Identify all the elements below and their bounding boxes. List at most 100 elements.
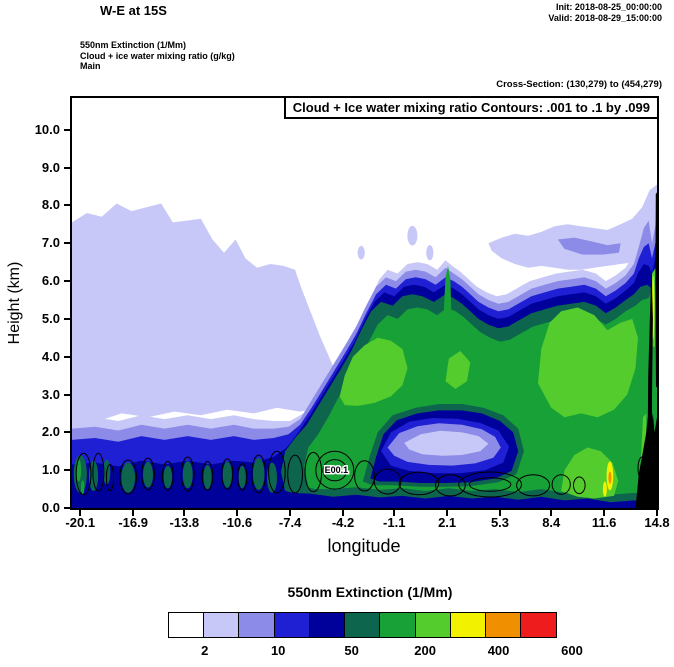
- colorbar-cell: [203, 612, 240, 638]
- y-tick-label: 3.0: [41, 386, 60, 402]
- init-time: Init: 2018-08-25_00:00:00: [555, 2, 662, 12]
- colorbar-cell: [238, 612, 276, 638]
- region-ext-50-100-ring: [163, 465, 173, 489]
- y-tick-mark: [64, 431, 70, 434]
- colorbar-boundary-label: 50: [344, 643, 359, 658]
- mixing-ratio-contour: [237, 463, 248, 491]
- mixing-ratio-contour: [315, 450, 355, 490]
- colorbar-boundary-label: 400: [487, 643, 510, 658]
- y-tick-mark: [64, 507, 70, 509]
- region-ext-2-5-sheet: [72, 203, 345, 433]
- field-line-mixing-ratio: Cloud + ice water mixing ratio (g/kg): [80, 50, 235, 61]
- x-tick-mark: [603, 510, 606, 516]
- mixing-ratio-contour: [287, 454, 304, 494]
- region-ext-2-5-lens-core: [404, 430, 489, 456]
- region-ext-50-100-ring: [222, 461, 232, 488]
- mixing-ratio-contour: [637, 456, 647, 481]
- x-tick-mark: [132, 510, 135, 516]
- y-tick-mark: [64, 242, 70, 245]
- y-tick-label: 0.0: [41, 500, 60, 515]
- colorbar: [168, 612, 557, 638]
- mixing-ratio-contour: [180, 456, 195, 492]
- x-tick-mark: [656, 510, 658, 516]
- field-line-extinction: 550nm Extinction (1/Mm): [80, 40, 187, 50]
- colorbar-cell: [449, 612, 487, 638]
- y-tick-label: 2.0: [41, 424, 60, 440]
- region-ext-400-500: [608, 471, 612, 484]
- mixing-ratio-contour: [373, 468, 402, 495]
- colorbar-cell: [520, 612, 557, 638]
- x-tick-label: -4.2: [331, 515, 355, 530]
- region-terrain: [647, 267, 653, 508]
- region-ext-2-5-band: [357, 245, 365, 260]
- mixing-ratio-contour: [141, 457, 155, 491]
- contour-plot-area: E00.1 Cloud + Ice water mixing ratio Con…: [70, 96, 659, 510]
- region-ext-50-100-ring: [182, 461, 193, 489]
- region-ext-50-100-ring: [238, 465, 246, 489]
- y-tick-label: 6.0: [41, 273, 60, 289]
- mixing-ratio-contour: [322, 459, 348, 482]
- x-tick-mark: [183, 510, 186, 516]
- x-tick-mark: [79, 510, 82, 516]
- region-ext-50-100-ring: [143, 461, 153, 488]
- valid-time: Valid: 2018-08-29_15:00:00: [548, 13, 662, 23]
- mixing-ratio-contour: [75, 452, 92, 496]
- colorbar-cell: [273, 612, 311, 638]
- mixing-ratio-contour: [435, 474, 466, 497]
- colorbar-cell: [484, 612, 522, 638]
- y-tick-mark: [64, 393, 70, 396]
- region-ext-50-100-ring: [267, 462, 277, 493]
- x-tick-mark: [393, 510, 396, 516]
- field-descriptions: 550nm Extinction (1/Mm) Cloud + ice wate…: [80, 40, 235, 72]
- x-tick-label: 14.8: [644, 515, 670, 530]
- mixing-ratio-contour: [119, 459, 138, 495]
- region-ext-2-5-band: [488, 184, 657, 270]
- y-tick-label: 1.0: [41, 462, 60, 478]
- x-tick-mark: [342, 510, 345, 516]
- region-ext-200-300: [538, 307, 638, 418]
- y-tick-mark: [64, 317, 70, 320]
- x-tick-label: -10.6: [222, 515, 253, 530]
- region-ext-5-10-band-core: [557, 237, 621, 255]
- y-tick-mark: [64, 280, 70, 283]
- mixing-ratio-contour: [398, 471, 440, 496]
- contour-label: E00.1: [325, 465, 349, 475]
- x-axis-label: longitude: [327, 536, 401, 556]
- region-ext-200-300: [445, 351, 471, 389]
- mixing-ratio-contour: [354, 460, 375, 492]
- y-tick-mark: [64, 469, 70, 472]
- mixing-ratio-contour: [201, 461, 214, 491]
- region-terrain: [655, 192, 657, 387]
- x-tick-label: 11.6: [591, 515, 617, 530]
- y-tick-mark: [64, 355, 70, 358]
- colorbar-cell: [414, 612, 452, 638]
- x-tick-mark: [550, 510, 553, 516]
- colorbar-boundary-label: 600: [561, 643, 583, 658]
- mixing-ratio-contour: [105, 464, 115, 492]
- y-tick-mark: [64, 204, 70, 207]
- mixing-ratio-contour: [268, 450, 286, 494]
- mixing-ratio-contour: [304, 451, 323, 493]
- colorbar-cell: [344, 612, 381, 638]
- region-ext-100-200-main: [81, 480, 85, 495]
- y-tick-label: 9.0: [41, 159, 60, 175]
- region-ext-2-5-band: [407, 225, 418, 246]
- colorbar-cell: [168, 612, 205, 638]
- page-title: W-E at 15S: [100, 3, 167, 18]
- field-line-domain: Main: [80, 61, 101, 71]
- x-tick-label: -16.9: [118, 515, 148, 530]
- x-tick-label: -20.1: [65, 515, 96, 530]
- colorbar-cell: [308, 612, 346, 638]
- model-times: Init: 2018-08-25_00:00:00 Valid: 2018-08…: [548, 2, 662, 24]
- y-tick-label: 10.0: [34, 121, 60, 137]
- mixing-ratio-contour: [516, 474, 551, 497]
- contour-interval-title: Cloud + Ice water mixing ratio Contours:…: [283, 98, 657, 119]
- colorbar-boundary-label: 200: [414, 643, 436, 658]
- x-tick-mark: [236, 510, 239, 516]
- x-tick-label: -13.8: [169, 515, 200, 530]
- mixing-ratio-contour: [162, 461, 174, 491]
- mixing-ratio-contour: [251, 454, 267, 494]
- y-axis-label: Height (km): [6, 261, 23, 345]
- x-tick-mark: [289, 510, 292, 516]
